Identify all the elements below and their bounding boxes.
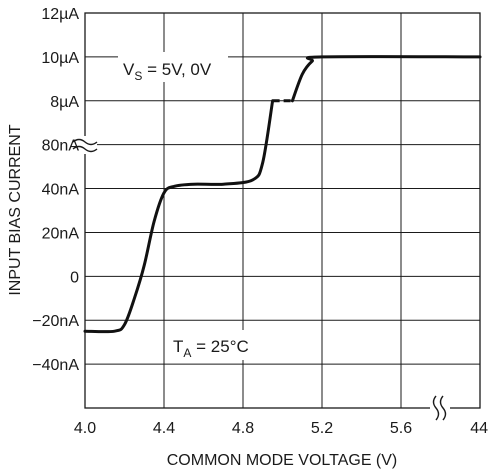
x-tick-label: 5.6 bbox=[390, 420, 412, 437]
series-curve bbox=[83, 99, 275, 334]
x-tick-label: 5.2 bbox=[311, 420, 333, 437]
series-line bbox=[83, 55, 482, 334]
y-tick-label: 8µA bbox=[50, 94, 79, 111]
x-tick-labels: 4.0 4.4 4.8 5.2 5.6 44 bbox=[74, 420, 488, 437]
y-tick-label: −40nA bbox=[32, 357, 79, 374]
x-tick-label: 44 bbox=[470, 420, 488, 437]
x-tick-label: 4.8 bbox=[232, 420, 254, 437]
y-axis-title: INPUT BIAS CURRENT bbox=[7, 124, 24, 296]
grid-lines bbox=[85, 13, 480, 408]
y-tick-label: −20nA bbox=[32, 313, 79, 330]
plot-frame bbox=[84, 12, 481, 409]
y-tick-label: 20nA bbox=[42, 225, 80, 242]
svg-text:VS = 5V, 0V: VS = 5V, 0V bbox=[123, 60, 212, 83]
annotation-vs: VS = 5V, 0V bbox=[118, 52, 228, 83]
annotation-ta: TA = 25°C bbox=[170, 330, 264, 360]
y-tick-label: 10µA bbox=[41, 50, 79, 67]
series-curve bbox=[290, 55, 482, 103]
y-tick-label: 40nA bbox=[42, 182, 80, 199]
x-axis-title: COMMON MODE VOLTAGE (V) bbox=[167, 452, 398, 469]
y-axis-break-icon bbox=[72, 136, 98, 154]
y-tick-label: 12µA bbox=[41, 6, 79, 23]
y-tick-label: 0 bbox=[70, 269, 79, 286]
x-tick-label: 4.0 bbox=[74, 420, 96, 437]
y-tick-label: 80nA bbox=[42, 138, 80, 155]
x-axis-break-icon bbox=[430, 395, 450, 421]
svg-text:TA = 25°C: TA = 25°C bbox=[173, 337, 249, 360]
x-tick-label: 4.4 bbox=[153, 420, 175, 437]
y-tick-labels: 12µA 10µA 8µA 80nA 40nA 20nA 0 −20nA −40nA bbox=[32, 6, 79, 374]
